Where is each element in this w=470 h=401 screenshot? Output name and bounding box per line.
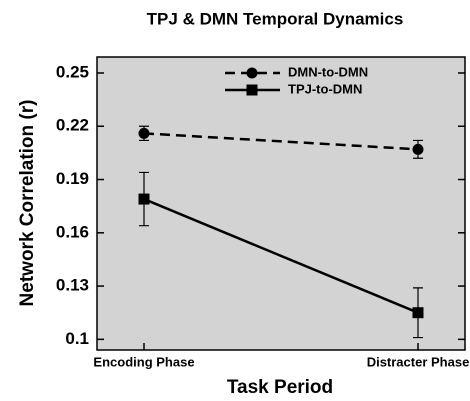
x-tick-label: Distracter Phase <box>367 354 470 369</box>
y-axis-label: Network Correlation (r) <box>17 100 38 307</box>
legend-label: DMN-to-DMN <box>288 64 368 79</box>
plot-area <box>96 56 466 351</box>
chart-title: TPJ & DMN Temporal Dynamics <box>147 9 404 28</box>
x-tick-label: Encoding Phase <box>93 354 194 369</box>
y-tick-label: 0.22 <box>56 116 89 135</box>
data-point <box>412 307 424 319</box>
series-line <box>143 197 419 314</box>
series-line <box>143 132 419 151</box>
legend-marker <box>246 67 258 79</box>
y-tick-label: 0.13 <box>56 276 89 295</box>
y-tick-label: 0.19 <box>56 169 89 188</box>
data-point <box>138 127 150 139</box>
legend-label: TPJ-to-DMN <box>288 81 362 96</box>
y-tick-label: 0.25 <box>56 62 89 81</box>
data-point <box>138 193 150 205</box>
data-point <box>412 143 424 155</box>
legend-marker <box>246 84 258 96</box>
x-axis-label: Task Period <box>227 377 333 398</box>
y-tick-label: 0.16 <box>56 222 89 241</box>
y-tick-label: 0.1 <box>65 329 89 348</box>
